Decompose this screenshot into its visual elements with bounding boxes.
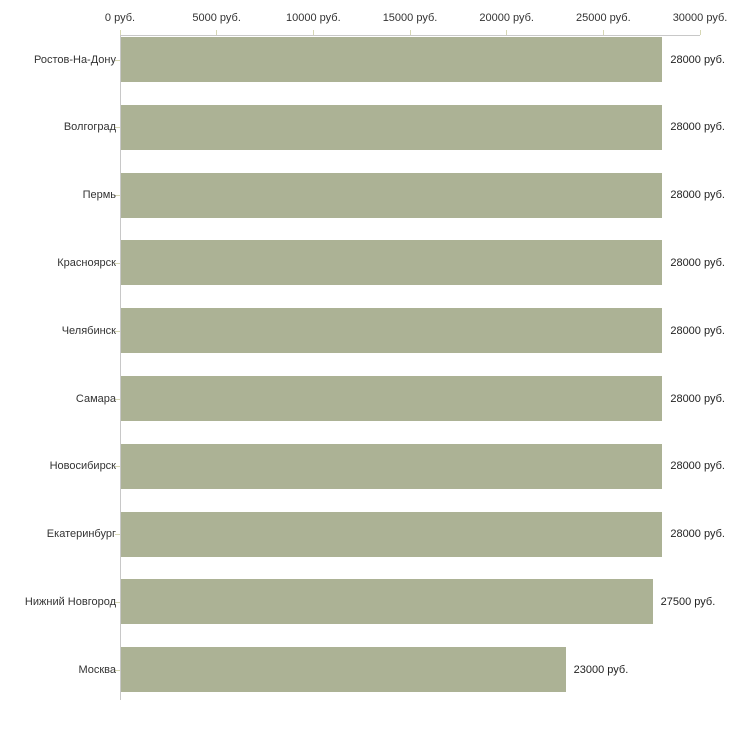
x-tick-mark	[312, 30, 314, 35]
bar	[121, 37, 663, 82]
x-tick-label: 5000 руб.	[192, 12, 241, 24]
x-tick-mark	[409, 30, 411, 35]
category-label: Самара	[75, 392, 116, 405]
value-label: 28000 руб.	[670, 121, 725, 134]
x-tick-label: 30000 руб.	[672, 12, 728, 24]
y-tick-mark	[115, 330, 120, 332]
category-label: Новосибирск	[49, 460, 116, 473]
bar	[121, 647, 566, 693]
category-label: Красноярск	[57, 256, 116, 269]
value-label: 28000 руб.	[670, 53, 725, 66]
category-label: Екатеринбург	[46, 528, 116, 541]
value-label: 28000 руб.	[670, 392, 725, 405]
x-tick-mark	[119, 30, 121, 35]
x-tick-mark	[506, 30, 508, 35]
x-tick-mark	[216, 30, 218, 35]
bar	[121, 511, 663, 557]
value-label: 28000 руб.	[670, 460, 725, 473]
category-label: Челябинск	[61, 324, 116, 337]
x-tick-mark	[602, 30, 604, 35]
category-label: Волгоград	[63, 121, 116, 134]
category-label: Москва	[78, 663, 116, 676]
category-label: Ростов-На-Дону	[33, 53, 116, 66]
y-tick-mark	[115, 262, 120, 264]
y-tick-mark	[115, 534, 120, 536]
y-tick-mark	[115, 195, 120, 197]
y-axis-line	[120, 35, 121, 700]
value-label: 28000 руб.	[670, 324, 725, 337]
bar	[121, 579, 653, 625]
bar	[121, 376, 663, 421]
bar	[121, 172, 663, 218]
category-label: Пермь	[82, 189, 116, 202]
x-tick-label: 0 руб.	[104, 12, 136, 24]
x-tick-label: 20000 руб.	[479, 12, 534, 24]
bar	[121, 443, 663, 489]
y-tick-mark	[115, 127, 120, 129]
x-tick-mark	[699, 30, 701, 35]
category-label: Нижний Новгород	[24, 595, 116, 608]
value-label: 28000 руб.	[670, 528, 725, 541]
x-axis-line	[120, 35, 700, 36]
y-tick-mark	[115, 601, 120, 603]
value-label: 28000 руб.	[670, 256, 725, 269]
bar	[121, 240, 663, 286]
value-label: 23000 руб.	[573, 663, 629, 676]
y-tick-mark	[115, 466, 120, 468]
value-label: 27500 руб.	[660, 595, 716, 608]
y-tick-mark	[115, 59, 120, 61]
bar	[121, 104, 663, 150]
y-tick-mark	[115, 398, 120, 400]
x-tick-label: 15000 руб.	[382, 12, 438, 24]
x-tick-label: 10000 руб.	[286, 12, 341, 24]
x-tick-label: 25000 руб.	[576, 12, 631, 24]
value-label: 28000 руб.	[670, 189, 725, 202]
y-tick-mark	[115, 669, 120, 671]
bar	[121, 308, 663, 354]
